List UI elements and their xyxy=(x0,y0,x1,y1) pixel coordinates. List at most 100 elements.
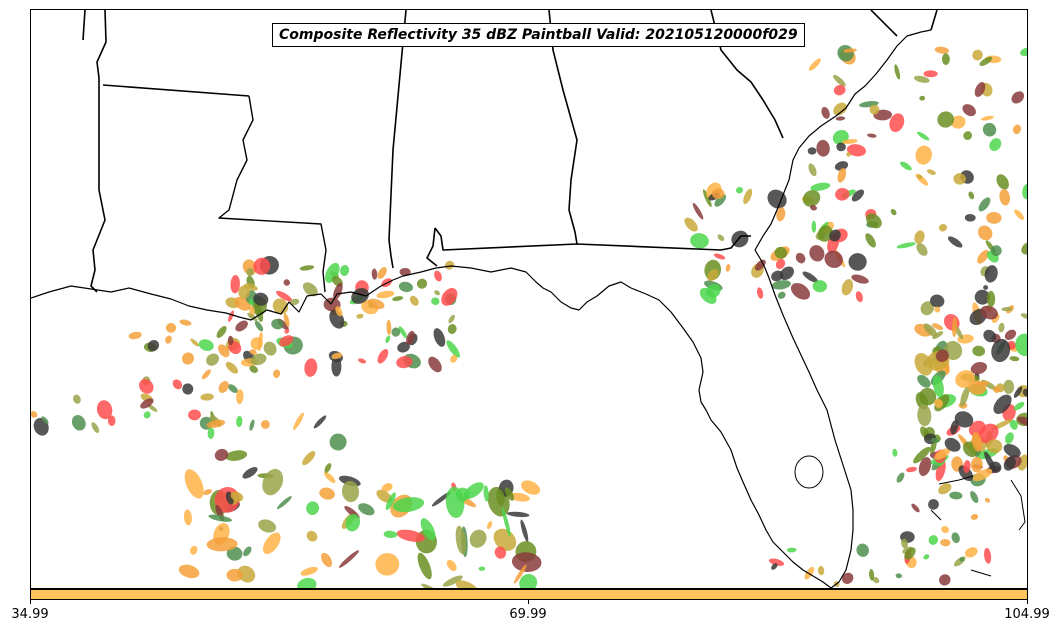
reflectivity-cell xyxy=(487,521,493,530)
reflectivity-cell xyxy=(397,341,410,353)
reflectivity-cell xyxy=(964,213,976,222)
reflectivity-cell xyxy=(444,260,455,270)
map-panel: Composite Reflectivity 35 dBZ Paintball … xyxy=(30,9,1028,589)
colorbar-tick-0 xyxy=(30,600,31,604)
reflectivity-cell xyxy=(959,557,965,562)
reflectivity-cell xyxy=(249,419,255,431)
reflectivity-cell xyxy=(442,575,463,587)
reflectivity-cell xyxy=(684,217,698,232)
reflectivity-cell xyxy=(188,409,201,421)
reflectivity-cell xyxy=(866,213,882,229)
reflectivity-cell xyxy=(949,491,963,500)
reflectivity-cell xyxy=(993,386,1001,393)
reflectivity-cell xyxy=(824,250,843,268)
reflectivity-cell xyxy=(247,312,258,322)
reflectivity-cell xyxy=(834,161,849,171)
reflectivity-cell xyxy=(441,287,458,306)
reflectivity-cell xyxy=(915,173,929,186)
reflectivity-cell xyxy=(91,422,100,433)
reflectivity-cell xyxy=(385,492,396,511)
reflectivity-cell xyxy=(358,358,367,364)
reflectivity-cell xyxy=(399,268,411,276)
reflectivity-cell xyxy=(998,322,1005,333)
reflectivity-cell xyxy=(448,314,455,324)
reflectivity-cell xyxy=(692,202,704,220)
reflectivity-cell xyxy=(420,518,436,541)
reflectivity-cell xyxy=(510,492,530,502)
reflectivity-cell xyxy=(263,341,277,356)
reflectivity-cell xyxy=(984,497,991,503)
reflectivity-cell xyxy=(979,56,993,66)
colorbar-tick-label: 69.99 xyxy=(509,607,547,622)
reflectivity-cell xyxy=(970,361,988,375)
reflectivity-cell xyxy=(960,386,970,407)
reflectivity-cell xyxy=(1013,124,1021,135)
state-border-georgia-sc xyxy=(710,10,784,139)
reflectivity-cell xyxy=(1013,386,1023,398)
reflectivity-cell xyxy=(431,297,440,306)
reflectivity-cell xyxy=(802,190,821,207)
reflectivity-cell xyxy=(396,529,425,542)
reflectivity-cell xyxy=(243,546,252,557)
reflectivity-cell xyxy=(406,330,415,345)
reflectivity-cell xyxy=(398,281,413,293)
reflectivity-cell xyxy=(702,189,712,208)
reflectivity-cell xyxy=(913,75,930,83)
reflectivity-cell xyxy=(273,369,281,378)
reflectivity-cell xyxy=(809,245,825,262)
lake-okeechobee xyxy=(794,455,824,489)
reflectivity-cell xyxy=(386,319,392,336)
reflectivity-cell xyxy=(983,285,989,290)
reflectivity-cell xyxy=(851,189,865,202)
reflectivity-cell xyxy=(272,298,289,315)
state-border-alabama-georgia xyxy=(548,10,578,245)
reflectivity-cell xyxy=(983,547,992,564)
state-border-alabama-florida-west xyxy=(426,227,438,267)
reflectivity-cell xyxy=(246,268,254,277)
reflectivity-cell xyxy=(981,115,994,121)
reflectivity-cell xyxy=(932,375,944,398)
reflectivity-cell xyxy=(1022,388,1027,398)
reflectivity-cell xyxy=(955,370,975,388)
reflectivity-cell xyxy=(842,572,854,584)
reflectivity-cell xyxy=(811,220,817,233)
reflectivity-cell xyxy=(367,298,385,310)
reflectivity-cell xyxy=(779,266,794,281)
reflectivity-cell xyxy=(841,279,854,296)
reflectivity-cell xyxy=(1021,241,1027,255)
reflectivity-cell xyxy=(1020,313,1027,319)
reflectivity-cell xyxy=(228,310,234,322)
colorbar xyxy=(30,589,1028,600)
reflectivity-cell xyxy=(984,265,998,283)
reflectivity-cell xyxy=(165,335,172,344)
reflectivity-cell xyxy=(206,353,220,366)
reflectivity-cell xyxy=(890,209,897,216)
reflectivity-cell xyxy=(968,191,975,200)
reflectivity-cell xyxy=(96,400,113,420)
reflectivity-cell xyxy=(986,290,996,307)
reflectivity-cell xyxy=(250,337,263,350)
reflectivity-cell xyxy=(846,144,867,157)
reflectivity-cell xyxy=(717,234,725,242)
reflectivity-cell xyxy=(521,480,541,495)
state-border-nc-top xyxy=(930,10,938,31)
reflectivity-cell xyxy=(972,468,993,482)
reflectivity-cell xyxy=(329,433,347,451)
reflectivity-cell xyxy=(802,271,819,283)
reflectivity-cell xyxy=(253,257,271,275)
reflectivity-cell xyxy=(712,188,725,200)
reflectivity-cell xyxy=(299,265,315,271)
reflectivity-cell xyxy=(1003,379,1015,395)
state-border-louisiana-west xyxy=(90,10,107,293)
reflectivity-cell xyxy=(275,290,293,302)
reflectivity-cell xyxy=(284,328,290,334)
reflectivity-cell xyxy=(928,535,939,545)
reflectivity-cell xyxy=(446,340,460,358)
reflectivity-cell xyxy=(319,487,335,500)
reflectivity-cell xyxy=(147,339,160,352)
reflectivity-cell xyxy=(238,285,250,299)
reflectivity-cell xyxy=(812,280,827,293)
reflectivity-cell xyxy=(970,513,979,520)
reflectivity-cell xyxy=(182,383,194,395)
state-border-arkansas-south xyxy=(102,84,250,97)
